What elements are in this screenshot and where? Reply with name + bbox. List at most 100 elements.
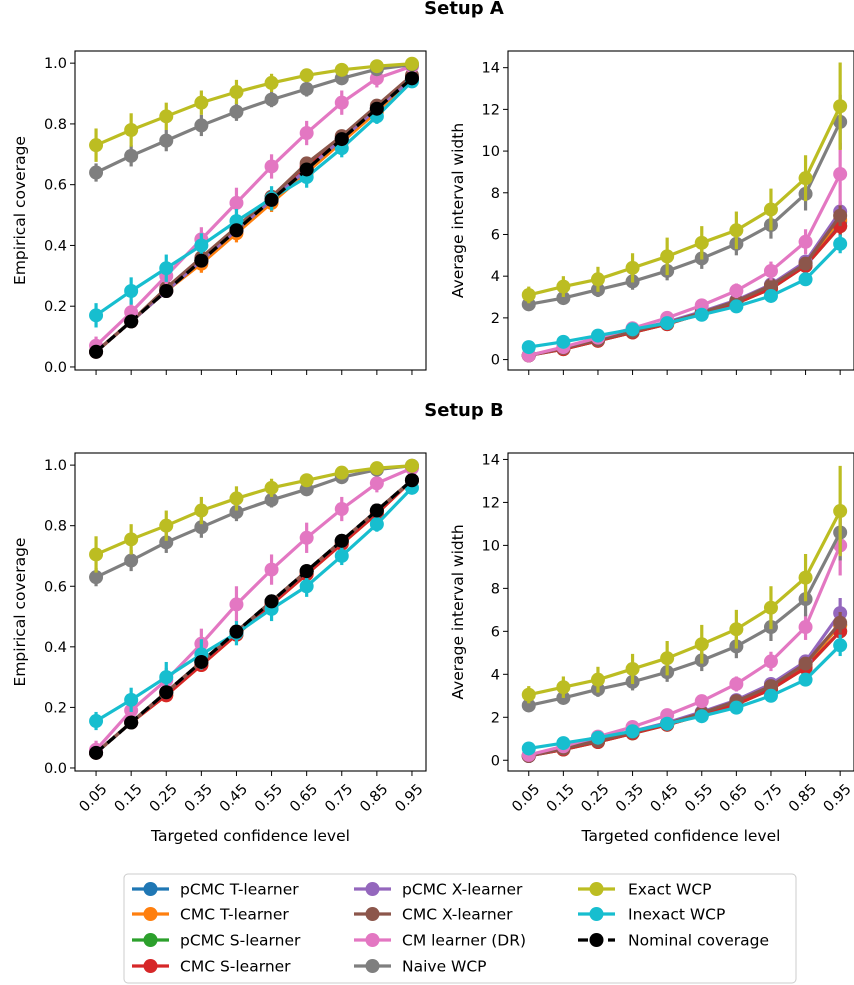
setup-b-width-xtick-label: 0.35 bbox=[613, 781, 647, 815]
data-point bbox=[229, 85, 244, 100]
data-point bbox=[124, 284, 139, 299]
data-point bbox=[798, 570, 813, 585]
setup-b-width-series-exact-wcp bbox=[521, 465, 848, 704]
data-point bbox=[159, 535, 174, 550]
data-point bbox=[556, 291, 571, 306]
setup-a-coverage-series-cmc-x-learner bbox=[89, 68, 419, 359]
setup-b-coverage-xtick-label: 0.35 bbox=[182, 781, 216, 815]
data-point bbox=[798, 656, 813, 671]
series-line bbox=[528, 105, 842, 297]
setup-b-coverage-ytick-label: 0.2 bbox=[44, 700, 67, 716]
legend-entry-exact-wcp: Exact WCP bbox=[578, 881, 712, 899]
setup-b-width-xtick-label: 0.75 bbox=[751, 781, 785, 815]
series-line bbox=[95, 63, 413, 174]
legend-label: Inexact WCP bbox=[628, 906, 725, 924]
data-point bbox=[798, 256, 813, 271]
setup-a-width-series-cm-learner-dr bbox=[521, 142, 848, 363]
data-point bbox=[299, 564, 314, 579]
data-point bbox=[694, 307, 709, 322]
legend-swatch-marker bbox=[143, 882, 158, 896]
data-point bbox=[264, 159, 279, 174]
data-point bbox=[264, 492, 279, 507]
setup-b-coverage-series-nominal-coverage bbox=[89, 473, 419, 760]
data-point bbox=[369, 101, 384, 116]
data-point bbox=[334, 548, 349, 563]
data-point bbox=[556, 680, 571, 695]
legend-swatch-marker bbox=[589, 907, 604, 921]
series-line bbox=[95, 464, 413, 556]
legend-entry-cm-learner-dr: CM learner (DR) bbox=[354, 932, 526, 950]
legend-label: CMC S-learner bbox=[180, 958, 291, 976]
setup-a-coverage-series-nominal-coverage bbox=[89, 71, 419, 359]
setup-b-width-xtick-label: 0.95 bbox=[821, 781, 854, 815]
setup-a-width-frame bbox=[507, 50, 854, 371]
setup-b-width-series-inexact-wcp bbox=[521, 634, 848, 756]
setup-b-width-xlabel: Targeted confidence level bbox=[581, 827, 781, 845]
setup-b-coverage-xtick-label: 0.55 bbox=[252, 781, 286, 815]
data-point bbox=[264, 192, 279, 207]
setup-b-coverage-ylabel: Empirical coverage bbox=[11, 538, 29, 687]
data-point bbox=[194, 253, 209, 268]
data-point bbox=[369, 503, 384, 518]
data-point bbox=[556, 736, 571, 751]
setup-a-coverage-ytick-label: 0.6 bbox=[44, 178, 67, 194]
setup-a-coverage-series-naive-wcp bbox=[89, 57, 419, 182]
data-point bbox=[660, 316, 675, 331]
data-point bbox=[89, 745, 104, 760]
legend-frame bbox=[123, 873, 797, 984]
setup-b-coverage-series-exact-wcp bbox=[89, 458, 419, 573]
setup-b-width-ytick-label: 12 bbox=[482, 495, 500, 511]
data-point bbox=[124, 692, 139, 707]
data-point bbox=[833, 208, 848, 223]
legend-label: CMC X-learner bbox=[402, 906, 513, 924]
setup-b-title: Setup B bbox=[424, 400, 503, 421]
data-point bbox=[194, 503, 209, 518]
data-point bbox=[334, 132, 349, 147]
data-point bbox=[334, 465, 349, 480]
data-point bbox=[798, 234, 813, 249]
data-point bbox=[89, 165, 104, 180]
data-point bbox=[729, 223, 744, 238]
data-point bbox=[159, 284, 174, 299]
data-point bbox=[334, 533, 349, 548]
legend-label: pCMC T-learner bbox=[180, 881, 299, 899]
setup-b-width-xtick-label: 0.25 bbox=[578, 781, 612, 815]
setup-b-coverage-series-naive-wcp bbox=[89, 458, 419, 587]
data-point bbox=[625, 260, 640, 275]
data-point bbox=[694, 637, 709, 652]
series-line bbox=[95, 464, 413, 579]
data-point bbox=[124, 148, 139, 163]
setup-b-width-ytick-label: 0 bbox=[491, 753, 500, 769]
series-line bbox=[528, 218, 842, 357]
legend-entry-cmc-s-learner: CMC S-learner bbox=[132, 958, 291, 976]
data-point bbox=[521, 340, 536, 355]
data-point bbox=[763, 688, 778, 703]
data-point bbox=[299, 126, 314, 141]
series-line bbox=[528, 623, 842, 758]
setup-b-coverage-xtick-label: 0.85 bbox=[357, 781, 391, 815]
data-point bbox=[625, 661, 640, 676]
setup-b-width-xtick-label: 0.15 bbox=[544, 781, 578, 815]
data-point bbox=[521, 741, 536, 756]
setup-b-coverage-ytick-label: 0.4 bbox=[44, 640, 67, 656]
setup-a-width-ytick-label: 2 bbox=[491, 311, 500, 327]
data-point bbox=[763, 263, 778, 278]
setup-b-coverage-xtick-label: 0.15 bbox=[112, 781, 146, 815]
data-point bbox=[763, 679, 778, 694]
setup-a-coverage-panel: 0.0 0.2 0.4 0.6 0.8 1.0 Empirical coverage bbox=[11, 50, 427, 376]
data-point bbox=[763, 654, 778, 669]
setup-b-width-xtick-label: 0.55 bbox=[682, 781, 716, 815]
data-point bbox=[369, 476, 384, 491]
data-point bbox=[264, 480, 279, 495]
legend-entry-cmc-x-learner: CMC X-learner bbox=[354, 906, 513, 924]
series-line bbox=[95, 62, 413, 147]
setup-b-coverage-xtick-label: 0.95 bbox=[392, 781, 426, 815]
data-point bbox=[369, 517, 384, 532]
setup-b-width-xtick-label: 0.65 bbox=[717, 781, 751, 815]
data-point bbox=[124, 532, 139, 547]
data-point bbox=[729, 283, 744, 298]
setup-b-coverage-xtick-label: 0.25 bbox=[147, 781, 181, 815]
setup-b-width-ytick-label: 8 bbox=[491, 581, 500, 597]
data-point bbox=[194, 95, 209, 110]
series-line bbox=[95, 486, 414, 723]
